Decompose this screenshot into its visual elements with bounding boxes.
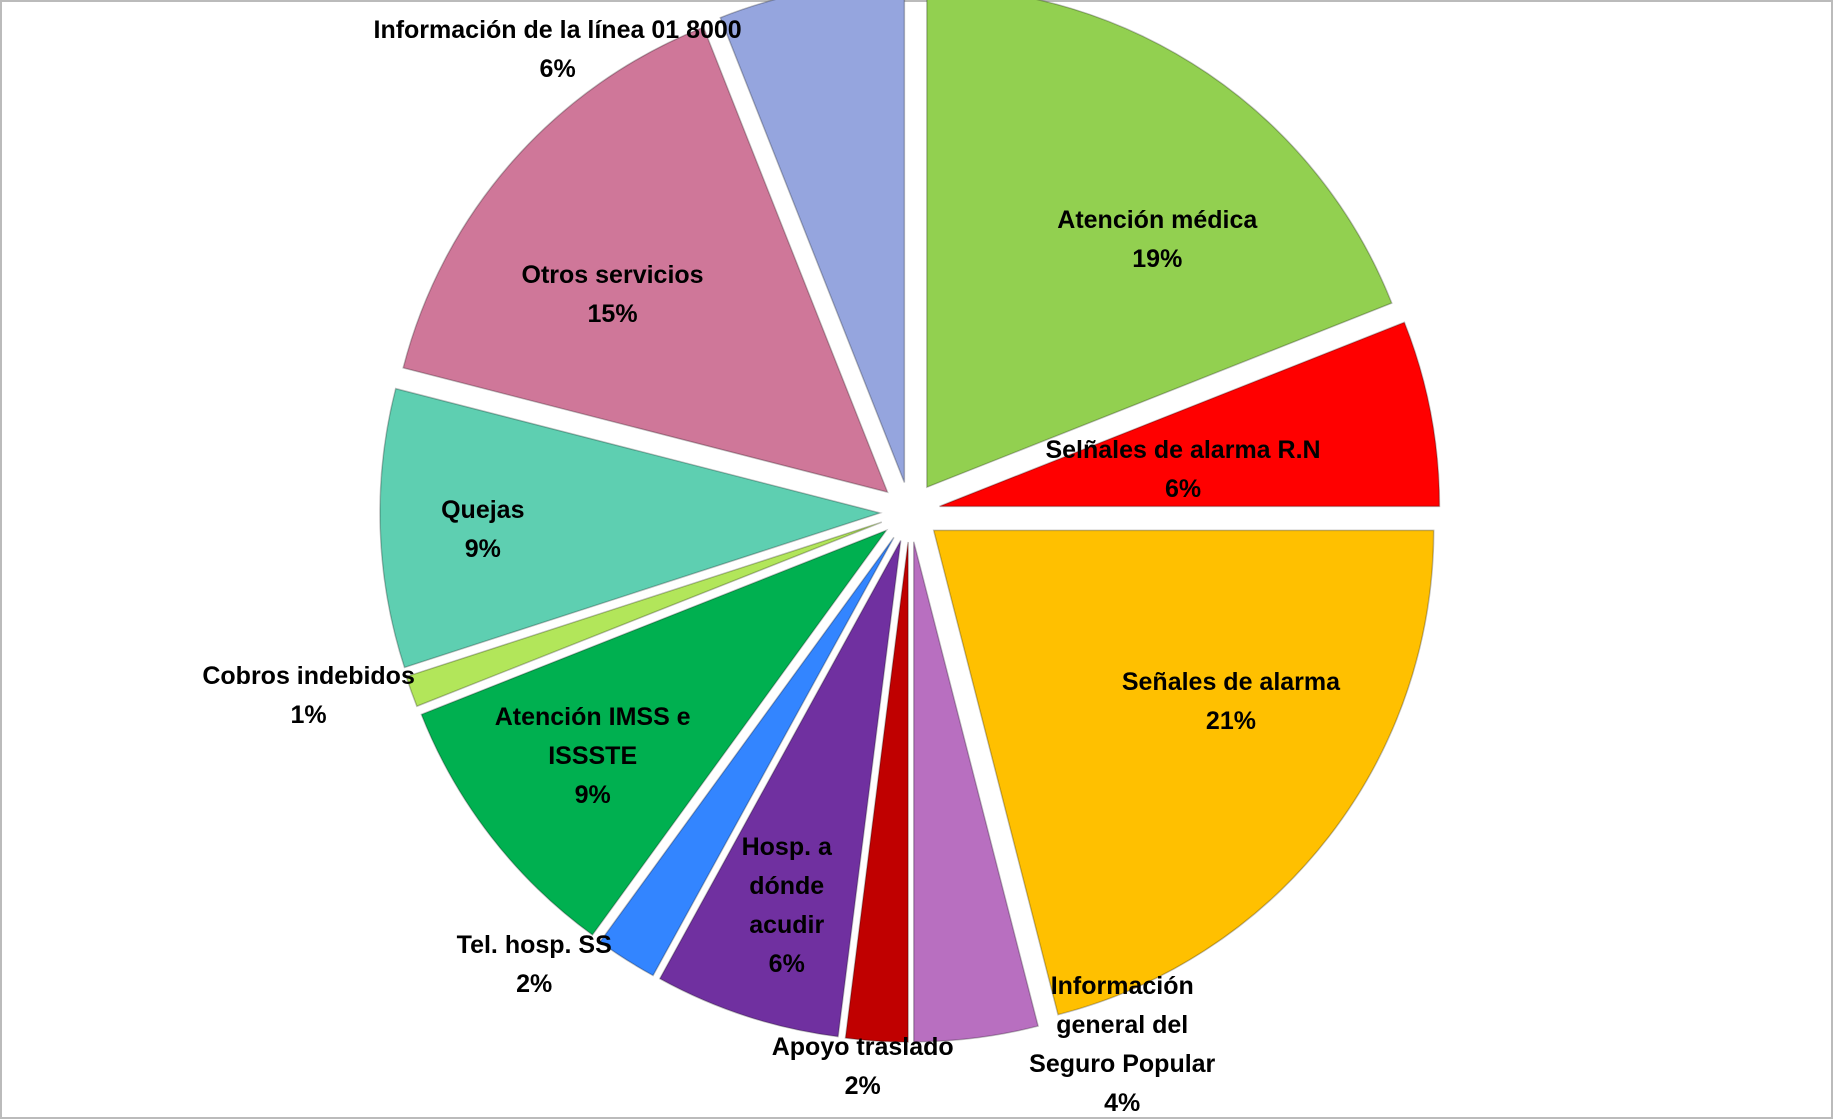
- pie-slice: [379, 387, 883, 669]
- slice-label: Atención médica 19%: [924, 201, 1392, 279]
- slice-name: Tel. hosp. SS: [456, 930, 612, 959]
- slice-name: Selñales de alarma R.N: [1045, 436, 1321, 465]
- slice-label: Tel. hosp. SS 2%: [359, 926, 710, 1004]
- slice-label: Quejas 9%: [366, 491, 600, 569]
- pie-slice: [913, 541, 1040, 1043]
- pie-slice: [719, 0, 906, 483]
- slice-value: 19%: [1132, 245, 1183, 274]
- slice-value: 1%: [290, 700, 327, 729]
- slice-value: 9%: [574, 780, 611, 809]
- slice-label: Apoyo traslado 2%: [687, 1028, 1038, 1106]
- slice-label: Hosp. a dónde acudir 6%: [728, 828, 845, 984]
- slice-label: Cobros indebidos 1%: [133, 657, 484, 735]
- slice-value: 2%: [516, 969, 553, 998]
- slice-name: Atención médica: [1057, 206, 1258, 235]
- slice-name: Apoyo traslado: [771, 1032, 954, 1061]
- slice-value: 21%: [1205, 706, 1256, 735]
- slice-name: Información de la línea 01 8000: [373, 15, 742, 44]
- pie-slice: [405, 521, 883, 708]
- slice-name: Atención IMSS e ISSSTE: [494, 702, 691, 770]
- slice-value: 15%: [587, 300, 638, 328]
- pie-slice: [932, 529, 1435, 1016]
- slice-name: Cobros indebidos: [202, 661, 415, 690]
- pie-slice: [658, 540, 902, 1038]
- slice-name: Quejas: [441, 495, 525, 524]
- pie-slice: [402, 26, 889, 494]
- slice-label: Información de la línea 01 8000 6%: [373, 11, 741, 89]
- pie-slice: [926, 0, 1393, 489]
- slice-name: Hosp. a dónde acudir: [741, 832, 832, 939]
- pie-slice: [420, 528, 889, 936]
- slice-value: 2%: [844, 1071, 881, 1100]
- slice-name: Señales de alarma: [1121, 667, 1341, 696]
- slice-value: 6%: [1164, 475, 1202, 504]
- pie-slice: [939, 321, 1441, 508]
- slice-value: 6%: [768, 949, 805, 978]
- slice-label: Información general del Seguro Popular 4%: [1014, 967, 1230, 1119]
- slice-name: Información general del Seguro Popular: [1029, 971, 1216, 1078]
- pie-slice: [844, 541, 909, 1043]
- slice-value: 9%: [464, 534, 501, 563]
- slice-label: Otros servicios 15%: [437, 256, 788, 334]
- pie-slice: [598, 536, 895, 977]
- slice-label: Señales de alarma 21%: [997, 663, 1465, 741]
- slice-value: 4%: [1104, 1088, 1141, 1117]
- slice-label: Atención IMSS e ISSSTE 9%: [470, 698, 715, 815]
- slice-value: 6%: [539, 54, 576, 83]
- slice-name: Otros servicios: [521, 261, 704, 289]
- slice-label: Selñales de alarma R.N 6%: [949, 431, 1417, 509]
